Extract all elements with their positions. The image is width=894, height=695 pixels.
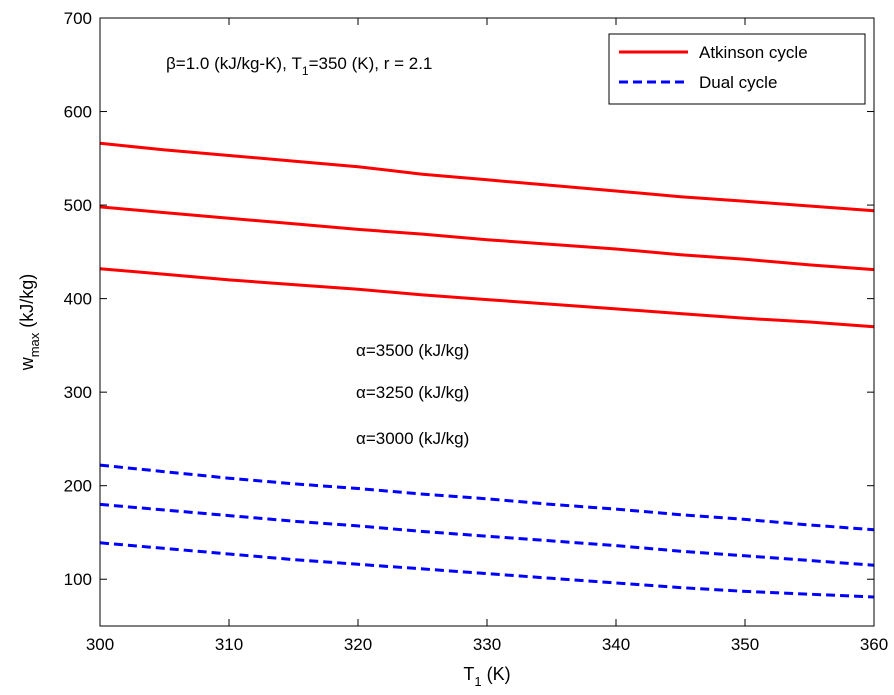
param-text-2: =350 (K), r = 2.1 (309, 54, 433, 73)
alpha-value: =3000 (kJ/kg) (366, 429, 469, 448)
x-label-subscript: 1 (474, 674, 481, 689)
legend: Atkinson cycle Dual cycle (609, 34, 865, 104)
alpha-annotation-3000: α=3000 (kJ/kg) (356, 429, 469, 448)
series-line-dual-1 (100, 465, 874, 530)
x-tick-label: 350 (731, 635, 759, 654)
beta-symbol: β (166, 54, 176, 73)
x-axis-label: T1 (K) (463, 664, 510, 689)
x-tick-label: 300 (86, 635, 114, 654)
y-label-unit: (kJ/kg) (17, 274, 37, 333)
y-tick-label: 500 (64, 196, 92, 215)
y-label-main: w (17, 356, 37, 371)
plot-area-frame (100, 18, 874, 626)
x-label-unit: (K) (482, 664, 511, 684)
x-tick-label: 320 (344, 635, 372, 654)
series-line-atkinson-2 (100, 207, 874, 270)
alpha-annotation-3250: α=3250 (kJ/kg) (356, 383, 469, 402)
x-tick-label: 360 (860, 635, 888, 654)
y-label-subscript: max (27, 332, 42, 357)
y-tick-label: 600 (64, 103, 92, 122)
legend-label-dual: Dual cycle (699, 73, 777, 92)
x-tick-label: 340 (602, 635, 630, 654)
y-tick-label: 100 (64, 570, 92, 589)
x-tick-label: 310 (215, 635, 243, 654)
alpha-value: =3250 (kJ/kg) (366, 383, 469, 402)
series-line-dual-2 (100, 504, 874, 565)
x-label-main: T (463, 664, 474, 684)
param-text-1: =1.0 (kJ/kg-K), T (176, 54, 302, 73)
series-layer (100, 143, 874, 597)
parameter-annotation: β=1.0 (kJ/kg-K), T1=350 (K), r = 2.1 (166, 54, 432, 78)
y-tick-label: 300 (64, 383, 92, 402)
alpha-symbol: α (356, 429, 366, 448)
y-tick-label: 400 (64, 290, 92, 309)
alpha-symbol: α (356, 383, 366, 402)
alpha-value: =3500 (kJ/kg) (366, 341, 469, 360)
y-axis-label: wmax (kJ/kg) (17, 274, 42, 372)
series-line-dual-3 (100, 543, 874, 597)
alpha-symbol: α (356, 341, 366, 360)
series-line-atkinson-3 (100, 269, 874, 327)
alpha-annotation-3500: α=3500 (kJ/kg) (356, 341, 469, 360)
y-tick-label: 200 (64, 477, 92, 496)
series-line-atkinson-1 (100, 143, 874, 210)
y-tick-label: 700 (64, 9, 92, 28)
legend-label-atkinson: Atkinson cycle (699, 43, 808, 62)
x-tick-label: 330 (473, 635, 501, 654)
